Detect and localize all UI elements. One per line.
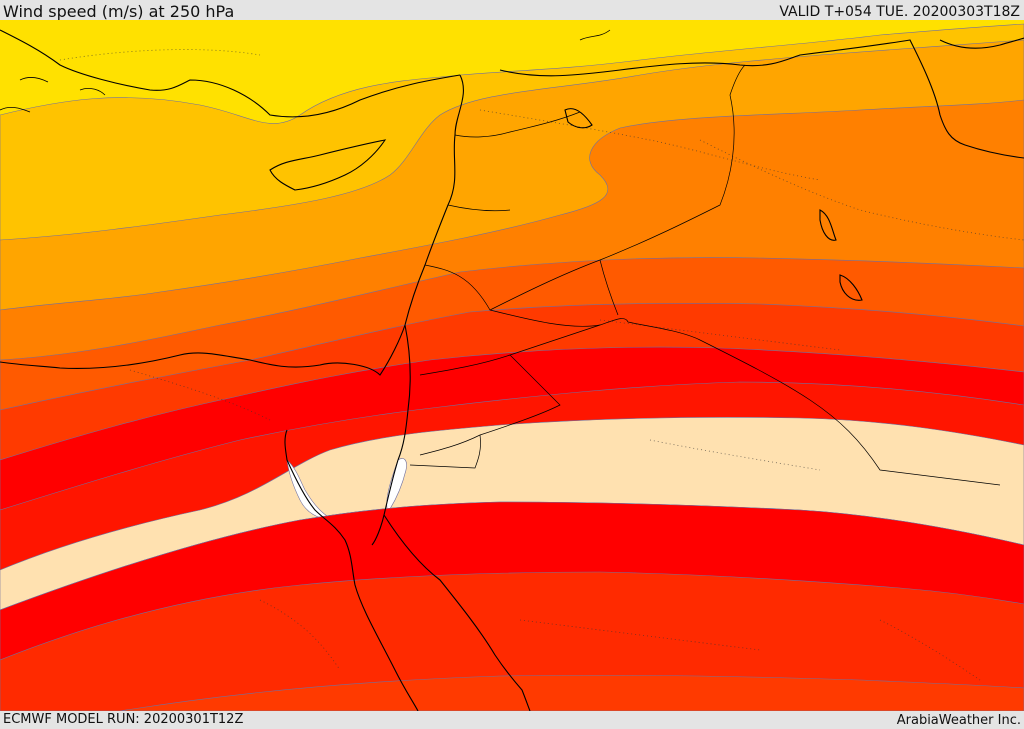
borders [409,64,1001,486]
footer-bar: ECMWF MODEL RUN: 20200301T12Z ArabiaWeat… [0,711,1024,729]
valid-time: VALID T+054 TUE. 20200303T18Z [779,4,1020,20]
land-details [0,29,611,113]
wind-speed-map [0,20,1024,711]
band-scarlet-south [0,571,1024,711]
coastlines [0,29,1024,711]
band-red-orange-south [119,674,1024,711]
model-run-label: ECMWF MODEL RUN: 20200301T12Z [3,712,244,727]
contour-lines [59,49,1024,681]
map-title: Wind speed (m/s) at 250 hPa [3,2,235,21]
header-bar: Wind speed (m/s) at 250 hPa VALID T+054 … [0,0,1024,21]
credit-label: ArabiaWeather Inc. [896,713,1021,728]
